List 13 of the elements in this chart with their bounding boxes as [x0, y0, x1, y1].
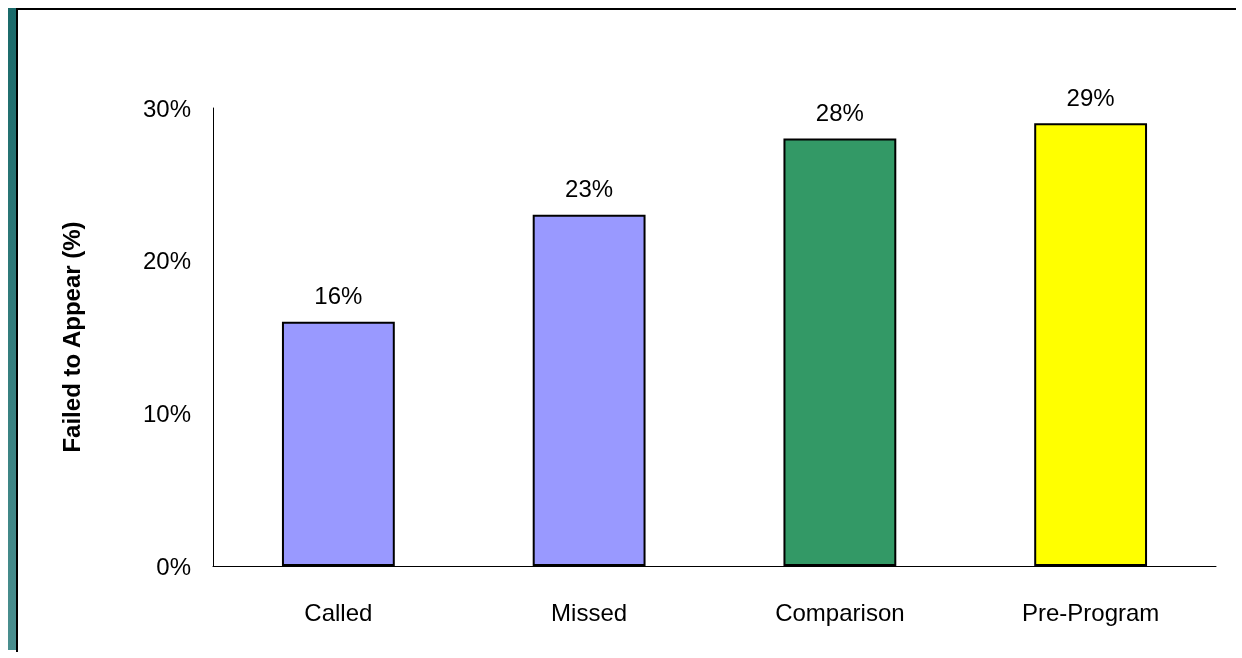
- data-label: 28%: [815, 99, 864, 127]
- y-tick-label: 20%: [142, 247, 191, 275]
- data-label: 29%: [1066, 83, 1115, 111]
- y-tick-label: 10%: [142, 399, 191, 427]
- x-tick-label: Pre-Program: [1021, 598, 1160, 626]
- data-label: 16%: [314, 282, 363, 310]
- x-tick-label: Comparison: [775, 598, 905, 626]
- y-tick-label: 30%: [142, 94, 191, 122]
- y-tick-label: 0%: [156, 552, 191, 580]
- x-tick-label: Called: [304, 598, 373, 626]
- x-tick-label: Missed: [551, 598, 628, 626]
- y-axis-title: Failed to Appear (%): [57, 221, 85, 453]
- data-label: 23%: [565, 175, 614, 203]
